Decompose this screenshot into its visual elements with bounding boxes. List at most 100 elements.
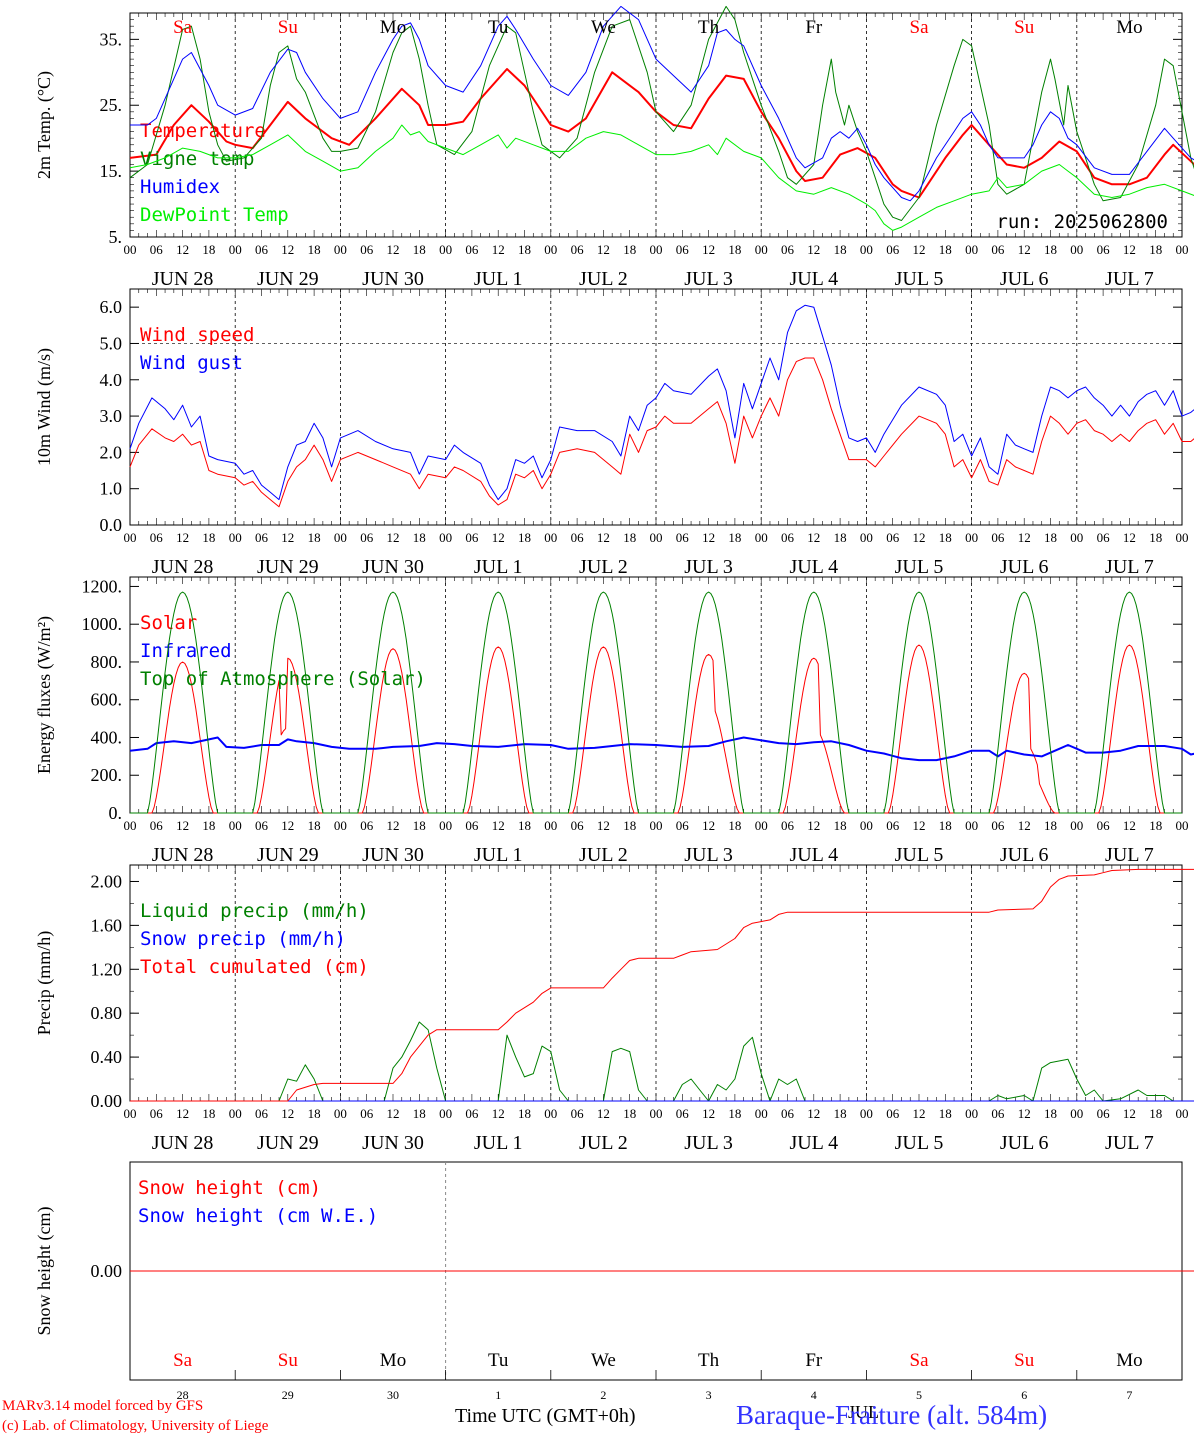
y-tick-label: 5. (109, 227, 123, 247)
hour-label: 00 (860, 818, 873, 833)
date-label: JUL 2 (579, 268, 628, 290)
date-label: JUL 1 (474, 844, 523, 866)
weekday-label: Tu (488, 17, 509, 38)
credit-model: MARv3.14 model forced by GFS (2, 1398, 204, 1414)
hour-label: 12 (913, 242, 926, 257)
hour-label: 18 (413, 818, 426, 833)
hour-label: 00 (1070, 1106, 1083, 1121)
weekday-label: Th (698, 1350, 720, 1371)
hour-label: 06 (991, 1106, 1005, 1121)
hour-label: 00 (229, 530, 242, 545)
y-tick-label: 0.00 (91, 1261, 123, 1281)
hour-label: 18 (1149, 530, 1162, 545)
hour-label: 12 (807, 818, 820, 833)
month-label: JUL (848, 1402, 879, 1422)
credit-lab: (c) Lab. of Climatology, University of L… (2, 1418, 269, 1434)
date-label: JUL 7 (1105, 268, 1154, 290)
hour-label: 00 (1070, 530, 1083, 545)
hour-label: 12 (1018, 242, 1031, 257)
y-tick-label: 800. (91, 652, 123, 672)
hour-label: 00 (755, 818, 768, 833)
date-label: JUN 28 (152, 844, 214, 866)
hour-label: 18 (834, 818, 847, 833)
legend-entry: Temperature (140, 120, 266, 142)
hour-label: 06 (255, 530, 269, 545)
hour-label: 06 (360, 242, 374, 257)
hour-label: 00 (334, 818, 347, 833)
y-tick-label: 0. (109, 803, 123, 823)
hour-label: 00 (755, 530, 768, 545)
hour-label: 06 (360, 530, 374, 545)
hour-label: 18 (728, 818, 741, 833)
y-tick-label: 0.0 (100, 515, 123, 535)
legend-entry: Snow height (cm W.E.) (138, 1205, 378, 1227)
hour-label: 12 (281, 818, 294, 833)
date-label: JUN 30 (362, 556, 424, 578)
y-axis-label: Snow height (cm) (34, 1207, 55, 1336)
hour-label: 12 (1123, 818, 1136, 833)
y-tick-label: 2.0 (100, 442, 123, 462)
date-label: JUL 5 (895, 556, 944, 578)
hour-label: 00 (965, 1106, 978, 1121)
hour-label: 00 (755, 242, 768, 257)
series-line-vigne-temp (129, 5, 1194, 221)
hour-label: 00 (229, 818, 242, 833)
weekday-label: Su (278, 1350, 299, 1371)
hour-label: 06 (150, 530, 164, 545)
hour-label: 18 (308, 818, 321, 833)
date-label: JUL 2 (579, 844, 628, 866)
hour-label: 18 (939, 1106, 952, 1121)
hour-label: 18 (623, 818, 636, 833)
date-label: JUL 6 (1000, 556, 1049, 578)
hour-label: 06 (150, 242, 164, 257)
hour-label: 00 (650, 530, 663, 545)
series-line-top-of-atmosphere-solar- (130, 591, 1182, 814)
y-tick-label: 1.60 (91, 915, 123, 935)
hour-label: 18 (623, 530, 636, 545)
hour-label: 12 (702, 242, 715, 257)
y-tick-label: 35. (100, 29, 123, 49)
hour-label: 12 (913, 1106, 926, 1121)
y-tick-label: 3.0 (100, 406, 123, 426)
y-axis-label: 10m Wind (m/s) (34, 348, 55, 466)
series-line-liquid-precip-mm-h- (130, 1021, 1194, 1102)
weekday-label: Th (698, 17, 720, 38)
y-tick-label: 1000. (82, 614, 123, 634)
y-tick-label: 5.0 (100, 333, 123, 353)
hour-label: 06 (676, 530, 690, 545)
hour-label: 12 (597, 530, 610, 545)
date-label: JUL 6 (1000, 844, 1049, 866)
date-label: JUL 2 (579, 1132, 628, 1154)
hour-label: 12 (176, 1106, 189, 1121)
hour-label: 18 (834, 530, 847, 545)
weekday-label: Mo (380, 17, 406, 38)
hour-label: 12 (176, 242, 189, 257)
date-label: JUN 28 (152, 268, 214, 290)
hour-label: 12 (492, 1106, 505, 1121)
series-line-humidex (130, 5, 1194, 202)
hour-label: 00 (860, 1106, 873, 1121)
hour-label: 18 (202, 1106, 215, 1121)
hour-label: 18 (202, 242, 215, 257)
hour-label: 12 (1123, 1106, 1136, 1121)
weekday-label: Mo (380, 1350, 406, 1371)
date-label: JUN 29 (257, 268, 319, 290)
date-label: JUL 5 (895, 844, 944, 866)
series-line-wind-speed (129, 357, 1194, 508)
hour-label: 06 (1097, 1106, 1111, 1121)
y-tick-label: 1200. (82, 576, 123, 596)
date-label: JUL 2 (579, 556, 628, 578)
run-label: run: 2025062800 (996, 211, 1168, 233)
legend-entry: DewPoint Temp (140, 204, 289, 226)
day-number-label: 2 (600, 1388, 606, 1402)
hour-label: 06 (1097, 818, 1111, 833)
y-tick-label: 6.0 (100, 297, 123, 317)
legend-entry: Humidex (140, 176, 220, 198)
legend-entry: Snow precip (mm/h) (140, 928, 346, 950)
date-label: JUL 4 (789, 268, 838, 290)
hour-label: 00 (860, 242, 873, 257)
weekday-label: Fr (805, 1350, 823, 1371)
hour-label: 18 (1149, 242, 1162, 257)
y-axis-label: 2m Temp. (°C) (34, 71, 55, 179)
